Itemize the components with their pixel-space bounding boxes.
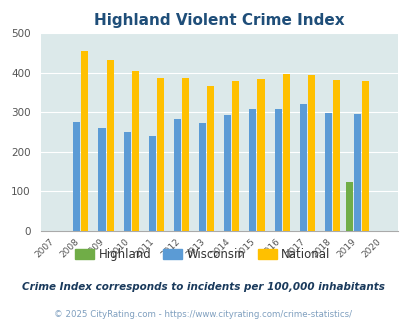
Bar: [345, 182, 352, 231]
Bar: [81, 51, 88, 231]
Title: Highland Violent Crime Index: Highland Violent Crime Index: [94, 13, 344, 28]
Bar: [181, 78, 189, 231]
Bar: [299, 104, 306, 231]
Bar: [353, 114, 360, 231]
Bar: [73, 122, 80, 231]
Bar: [131, 71, 139, 231]
Bar: [332, 80, 339, 231]
Bar: [148, 136, 156, 231]
Bar: [257, 79, 264, 231]
Text: Crime Index corresponds to incidents per 100,000 inhabitants: Crime Index corresponds to incidents per…: [21, 282, 384, 292]
Bar: [232, 81, 239, 231]
Bar: [224, 115, 231, 231]
Bar: [249, 110, 256, 231]
Legend: Highland, Wisconsin, National: Highland, Wisconsin, National: [70, 244, 335, 266]
Bar: [282, 74, 289, 231]
Bar: [274, 110, 281, 231]
Bar: [307, 75, 314, 231]
Bar: [207, 86, 214, 231]
Bar: [98, 128, 105, 231]
Bar: [324, 113, 331, 231]
Bar: [106, 60, 113, 231]
Bar: [198, 123, 206, 231]
Bar: [123, 132, 130, 231]
Text: © 2025 CityRating.com - https://www.cityrating.com/crime-statistics/: © 2025 CityRating.com - https://www.city…: [54, 310, 351, 319]
Bar: [156, 78, 164, 231]
Bar: [173, 119, 181, 231]
Bar: [361, 81, 368, 231]
